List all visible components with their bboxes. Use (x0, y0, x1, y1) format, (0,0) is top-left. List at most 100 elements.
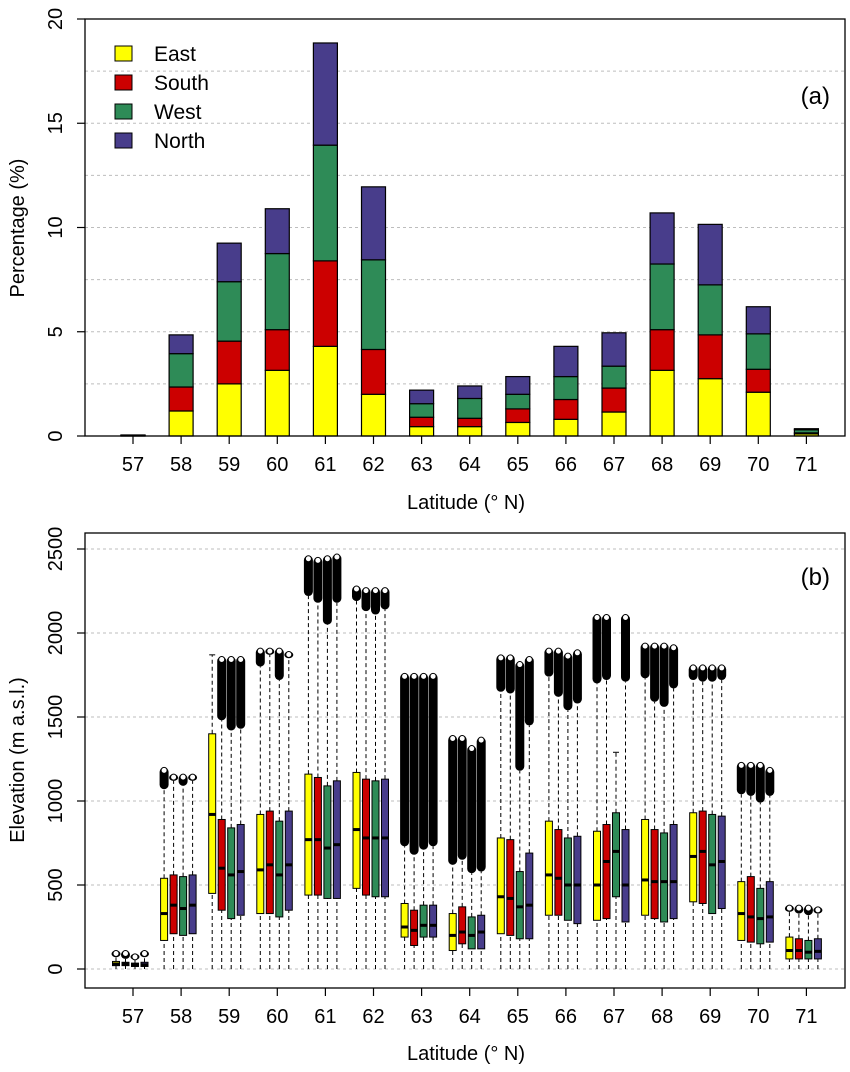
boxplot-east (448, 734, 458, 969)
outlier-point (189, 773, 197, 781)
outlier-point (641, 642, 649, 650)
y-tick-label: 20 (45, 8, 67, 30)
outlier-point (353, 585, 360, 593)
panel-b-y-axis: 0 500 1000 1500 2000 2500 (45, 527, 85, 975)
box (323, 785, 332, 899)
outlier-band (736, 762, 746, 795)
outlier-point (449, 734, 457, 742)
outlier-point (603, 614, 610, 622)
bar-segment-east (360, 393, 387, 437)
bar-stack-64 (457, 385, 483, 437)
panel-b-boxplot-chart: 0 500 1000 1500 2000 2500 57 58 59 60 61 62 63 64 65 6… (7, 527, 846, 1065)
x-tick-label: 69 (699, 1006, 721, 1028)
outlier-point (131, 953, 139, 961)
outlier-point (477, 736, 485, 744)
outlier-point (814, 906, 822, 914)
box (506, 839, 515, 936)
outlier-band (457, 735, 467, 860)
x-tick-label: 65 (507, 1006, 529, 1028)
bar-segment-south (409, 416, 435, 428)
box (669, 824, 678, 920)
bar-segment-north (168, 334, 194, 355)
outlier-point (410, 672, 418, 680)
outlier-band (592, 614, 602, 684)
bar-segment-east (168, 410, 194, 437)
y-tick-label: 5 (45, 326, 67, 337)
box (563, 837, 572, 921)
outlier-point (651, 642, 659, 650)
box-group-57 (111, 950, 149, 969)
boxplot-south (794, 904, 804, 969)
box (804, 939, 813, 960)
outlier-band (755, 762, 765, 803)
boxplot-west (274, 647, 284, 969)
panel-a-x-axis-title: Latitude (° N) (407, 492, 525, 514)
panel-a-label: (a) (801, 83, 830, 110)
boxplot-north (813, 906, 823, 969)
boxplot-west (659, 642, 669, 969)
outlier-point (333, 553, 341, 561)
bar-stack-68 (649, 212, 675, 437)
bar-segment-north (264, 208, 290, 255)
box-group-60 (255, 647, 294, 969)
boxplot-north (669, 644, 679, 969)
outlier-point (256, 647, 264, 655)
bar-segment-south (505, 408, 531, 424)
outlier-band (650, 643, 660, 702)
boxplot-east (111, 950, 121, 969)
boxplot-south (505, 654, 515, 969)
outlier-point (670, 644, 678, 652)
x-tick-label: 66 (555, 1006, 577, 1028)
outlier-band (371, 587, 380, 615)
bar-segment-east (409, 426, 435, 437)
outlier-point (285, 650, 293, 658)
outlier-point (266, 647, 274, 655)
box (217, 818, 226, 911)
boxplot-west (371, 587, 380, 969)
outlier-point (506, 654, 514, 662)
box (467, 916, 476, 950)
x-tick-label: 71 (795, 1006, 817, 1028)
bar-stack-58 (168, 334, 194, 437)
bar-segment-east (312, 345, 338, 437)
outlier-point (525, 656, 533, 664)
boxplot-west (515, 661, 525, 969)
boxplot-east (496, 654, 506, 969)
boxplot-south (361, 587, 371, 969)
boxplot-south (457, 734, 467, 969)
outlier-point (573, 649, 581, 657)
boxplot-north (717, 664, 727, 969)
outlier-point (545, 647, 553, 655)
boxplot-south (553, 647, 563, 969)
boxplot-south (602, 614, 611, 969)
y-tick-label: 0 (45, 430, 67, 441)
legend-swatch (114, 132, 133, 149)
y-tick-label: 1000 (45, 779, 67, 824)
bar-segment-south (360, 348, 387, 395)
y-tick-label: 1500 (45, 695, 67, 740)
x-tick-label: 65 (507, 454, 529, 476)
box (458, 906, 467, 945)
legend-item-west: West (114, 101, 202, 124)
boxplot-west (419, 672, 429, 969)
boxplot-east (544, 647, 554, 969)
legend-label: West (154, 101, 202, 124)
bar-stack-59 (216, 242, 242, 437)
outlier-band (419, 673, 429, 850)
x-tick-label: 68 (651, 454, 673, 476)
box-group-61 (303, 553, 342, 969)
box (621, 829, 630, 923)
y-tick-label: 10 (45, 216, 67, 238)
outlier-band (515, 661, 525, 771)
box (515, 871, 524, 940)
bar-segment-west (745, 333, 771, 370)
outlier-band (400, 673, 410, 847)
bar-segment-east (457, 426, 483, 437)
x-tick-label: 64 (459, 1006, 481, 1028)
x-tick-label: 67 (603, 1006, 625, 1028)
bar-stack-65 (505, 375, 531, 437)
bar-segment-west (649, 263, 675, 331)
box (602, 824, 611, 920)
outlier-band (659, 643, 669, 707)
